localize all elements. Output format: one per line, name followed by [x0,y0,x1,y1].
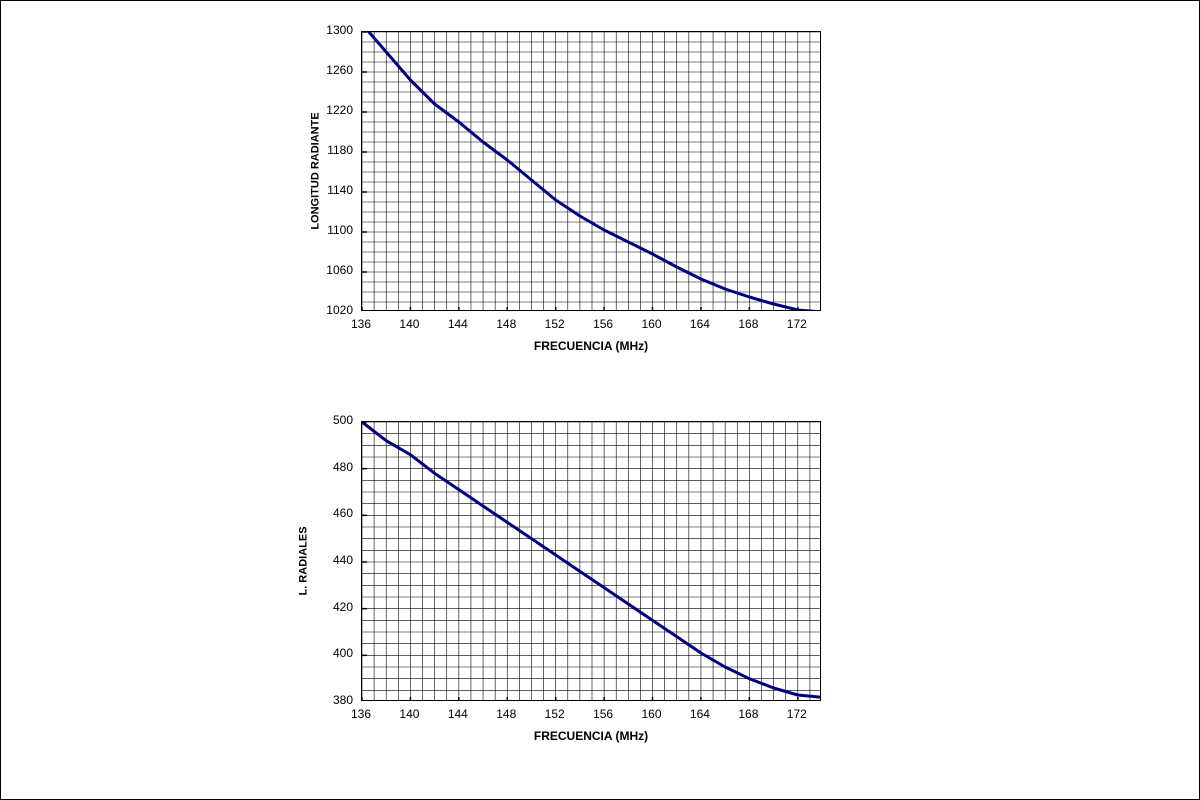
chart1-plot [361,31,821,311]
chart2-xtick: 152 [540,707,570,721]
chart2-xtick: 148 [491,707,521,721]
chart1-xtick: 136 [346,317,376,331]
chart1-xtick: 164 [685,317,715,331]
chart2-series [362,422,821,697]
chart2-ytick: 380 [333,693,353,707]
chart1-ytick: 1260 [326,63,353,77]
chart2-xtick: 172 [782,707,812,721]
chart1-xtick: 168 [733,317,763,331]
chart2-xlabel: FRECUENCIA (MHz) [361,729,821,743]
chart1-xtick: 152 [540,317,570,331]
chart-l-radiales: 3804004204404604805001361401441481521561… [361,421,821,701]
chart2-ytick: 480 [333,460,353,474]
chart1-ytick: 1300 [326,23,353,37]
chart2-ytick: 460 [333,506,353,520]
chart-longitud-radiante: 1020106011001140118012201260130013614014… [361,31,821,311]
chart2-ytick: 400 [333,646,353,660]
chart2-ytick: 440 [333,553,353,567]
chart2-xtick: 136 [346,707,376,721]
chart2-ylabel: L. RADIALES [298,526,310,595]
chart1-ytick: 1020 [326,303,353,317]
chart2-xtick: 168 [733,707,763,721]
chart1-xlabel: FRECUENCIA (MHz) [361,339,821,353]
chart1-ytick: 1140 [327,183,353,197]
chart2-ytick: 420 [333,600,353,614]
chart2-xtick: 156 [588,707,618,721]
chart1-xtick: 156 [588,317,618,331]
chart1-ytick: 1060 [326,263,353,277]
chart1-xtick: 172 [782,317,812,331]
chart1-ytick: 1180 [327,143,353,157]
chart2-xtick: 140 [394,707,424,721]
chart1-xtick: 148 [491,317,521,331]
chart1-ytick: 1220 [326,103,353,117]
chart1-series [362,31,821,311]
chart1-ylabel: LONGITUD RADIANTE [310,112,322,229]
chart1-ytick: 1100 [327,223,353,237]
chart2-plot [361,421,821,701]
chart2-xtick: 164 [685,707,715,721]
chart2-ytick: 500 [333,413,353,427]
chart1-xtick: 140 [394,317,424,331]
chart1-xtick: 160 [637,317,667,331]
chart2-xtick: 144 [443,707,473,721]
chart1-xtick: 144 [443,317,473,331]
chart2-xtick: 160 [637,707,667,721]
